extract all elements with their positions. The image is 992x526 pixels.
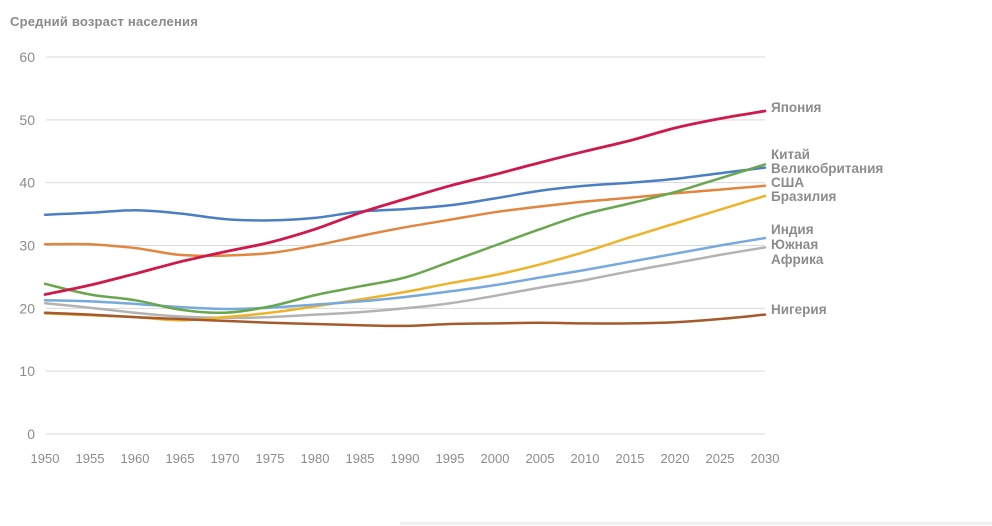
y-tick-40: 40 bbox=[19, 175, 35, 191]
series-label-США: США bbox=[771, 175, 804, 190]
x-tick-2000: 2000 bbox=[481, 451, 510, 466]
x-tick-1995: 1995 bbox=[436, 451, 465, 466]
x-tick-1950: 1950 bbox=[31, 451, 60, 466]
line-Нигерия bbox=[43, 311, 767, 328]
series-lines bbox=[43, 109, 767, 328]
line-Южная Африка bbox=[43, 246, 767, 320]
y-tick-60: 60 bbox=[19, 49, 35, 65]
series-label-Япония: Япония bbox=[771, 100, 821, 115]
series-label-Индия: Индия bbox=[771, 222, 814, 237]
line-Индия bbox=[43, 236, 767, 311]
x-tick-1975: 1975 bbox=[256, 451, 285, 466]
series-label-Китай: Китай bbox=[771, 147, 810, 162]
x-tick-1985: 1985 bbox=[346, 451, 375, 466]
x-tick-2030: 2030 bbox=[751, 451, 780, 466]
x-tick-1970: 1970 bbox=[211, 451, 240, 466]
x-axis-tick-labels: 1950 1955 1960 1965 1970 1975 1980 1985 1990 1995… bbox=[31, 451, 780, 466]
y-tick-20: 20 bbox=[19, 300, 35, 316]
y-tick-10: 10 bbox=[19, 363, 35, 379]
line-Китай bbox=[43, 163, 767, 315]
x-tick-2005: 2005 bbox=[526, 451, 555, 466]
x-tick-1955: 1955 bbox=[76, 451, 105, 466]
series-label-Великобритания: Великобритания bbox=[771, 161, 883, 176]
x-tick-1965: 1965 bbox=[166, 451, 195, 466]
gridlines bbox=[46, 56, 765, 435]
line-Бразилия bbox=[43, 194, 767, 322]
x-tick-1990: 1990 bbox=[391, 451, 420, 466]
series-label-Нигерия: Нигерия bbox=[771, 302, 827, 317]
line-США bbox=[43, 184, 767, 258]
y-tick-50: 50 bbox=[19, 112, 35, 128]
x-tick-1960: 1960 bbox=[121, 451, 150, 466]
series-label-Южная Африка: Южная Африка bbox=[771, 237, 824, 267]
series-label-Бразилия: Бразилия bbox=[771, 189, 836, 204]
line-Япония bbox=[43, 109, 767, 296]
x-tick-2025: 2025 bbox=[706, 451, 735, 466]
y-tick-0: 0 bbox=[27, 426, 35, 442]
y-axis-tick-labels: 0 10 20 30 40 50 60 bbox=[19, 49, 35, 442]
line-Великобритания bbox=[43, 166, 767, 222]
x-tick-2015: 2015 bbox=[616, 451, 645, 466]
x-tick-1980: 1980 bbox=[301, 451, 330, 466]
x-tick-2010: 2010 bbox=[571, 451, 600, 466]
x-tick-2020: 2020 bbox=[661, 451, 690, 466]
bottom-edge-divider bbox=[400, 522, 992, 525]
y-tick-30: 30 bbox=[19, 238, 35, 254]
chart-title: Средний возраст населения bbox=[10, 14, 198, 29]
